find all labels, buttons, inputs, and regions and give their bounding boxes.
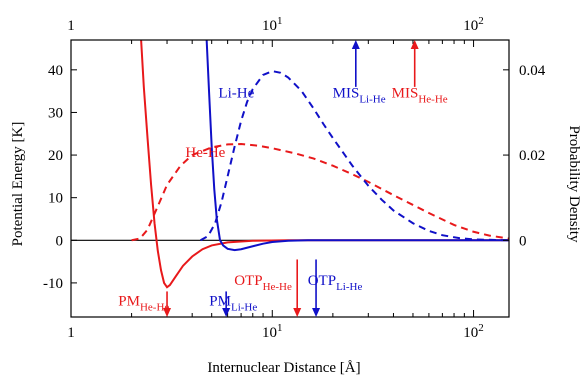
series-he-he-potential-line [140,40,509,289]
annotation-label-pm: PMLi-He [209,293,257,313]
annotation-subscript: Li-He [359,94,385,106]
y-tick-label-left: 30 [48,105,63,121]
y-axis-label-right: Probability Density [566,125,582,243]
x-tick-label-exponent: 1 [277,15,283,27]
curve-label-he-he: He-He [185,145,225,161]
x-tick-label-exponent: 2 [478,322,484,334]
annotation-main: OTP [308,273,336,289]
annotation-label-mis: MISLi-He [333,86,386,106]
x-tick-label-base: 1 [67,325,75,341]
top-arrow-li-he-head [351,40,360,49]
plot-border [70,39,510,318]
x-tick-label-top: 101 [262,15,283,34]
series-li-he-probability-line [200,70,509,242]
bottom-arrow-pm-head [163,308,172,317]
annotation-main: OTP [234,273,262,289]
x-tick-label-base: 1 [67,18,75,34]
series-he-he-probability-line [131,142,509,242]
x-tick-label-base: 10 [262,18,277,34]
x-tick-label-base: 10 [262,325,277,341]
annotation-subscript: Li-He [336,281,362,293]
x-axis-label: Internuclear Distance [Å] [207,360,360,376]
curves-layer [71,40,509,289]
x-tick-label-base: 10 [463,18,478,34]
labels-layer: 11101101102102-1001020304000.020.04Li-He… [43,15,546,341]
y-axis-label-left: Potential Energy [K] [10,122,26,247]
bottom-arrow-otp-head [312,308,321,317]
ticks-layer [70,40,509,317]
x-tick-label-bottom: 1 [67,325,75,341]
annotation-main: PM [118,293,140,309]
annotation-label-otp: OTPLi-He [308,273,363,293]
series-li-he-potential-line [205,40,509,252]
y-tick-label-right: 0.04 [519,63,546,79]
y-tick-label-left: 20 [48,148,63,164]
curve-label-li-he: Li-He [218,86,254,102]
annotation-main: MIS [333,86,360,102]
annotation-label-pm: PMHe-He [118,293,169,313]
annotation-main: MIS [392,86,419,102]
x-tick-label-bottom: 101 [262,322,283,341]
annotation-subscript: He-He [418,94,447,106]
x-tick-label-base: 10 [463,325,478,341]
x-tick-label-top: 1 [67,18,75,34]
annotation-label-otp: OTPHe-He [234,273,292,293]
plot-frame [70,39,510,318]
annotation-subscript: Li-He [231,301,257,313]
annotation-main: PM [209,293,231,309]
y-tick-label-right: 0.02 [519,148,545,164]
annotation-label-mis: MISHe-He [392,86,448,106]
y-tick-label-right: 0 [519,233,527,249]
bottom-arrow-pm-head [222,308,231,317]
annotation-subscript: He-He [140,301,169,313]
y-tick-label-left: 10 [48,191,63,207]
annotation-subscript: He-He [263,281,292,293]
x-tick-label-exponent: 2 [478,15,484,27]
x-tick-label-bottom: 102 [463,322,484,341]
y-tick-label-left: -10 [43,276,63,292]
x-tick-label-exponent: 1 [277,322,283,334]
y-tick-label-left: 40 [48,63,63,79]
bottom-arrow-otp-head [293,308,302,317]
x-tick-label-top: 102 [463,15,484,34]
top-arrow-he-he-head [410,40,419,49]
y-tick-label-left: 0 [56,233,64,249]
